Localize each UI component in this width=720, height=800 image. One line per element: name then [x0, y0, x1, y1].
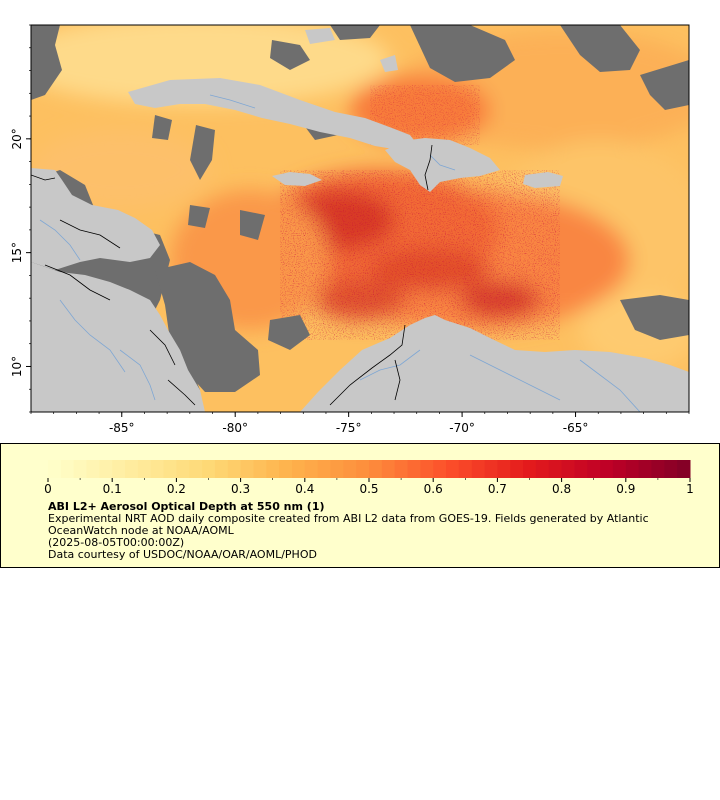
colorbar-swatch — [574, 460, 588, 478]
country-borders — [31, 144, 433, 406]
colorbar-swatch — [407, 460, 421, 478]
colorbar-swatch — [356, 460, 370, 478]
y-tick-label: 15° — [10, 242, 24, 263]
colorbar-swatch — [330, 460, 344, 478]
colorbar-swatch — [86, 460, 100, 478]
colorbar-swatch — [523, 460, 537, 478]
colorbar-swatch — [150, 460, 165, 478]
y-axis: 20° 15° 10° — [10, 24, 31, 413]
colorbar-swatch — [458, 460, 473, 478]
colorbar-swatch — [317, 460, 331, 478]
aod-map: -85° -80° -75° -70° -65° 20° 15° 10° — [10, 24, 690, 435]
x-tick-label: -75° — [336, 421, 362, 435]
colorbar-swatch — [253, 460, 267, 478]
legend-date: (2025-08-05T00:00:00Z) — [48, 536, 185, 549]
legend-text: ABI L2+ Aerosol Optical Depth at 550 nm … — [48, 501, 698, 561]
x-axis: -85° -80° -75° -70° -65° — [30, 412, 690, 435]
colorbar-swatch — [381, 460, 396, 478]
legend-description: Experimental NRT AOD daily composite cre… — [48, 512, 649, 537]
colorbar-swatch — [202, 460, 216, 478]
colorbar-swatch — [561, 460, 575, 478]
x-tick-label: -85° — [109, 421, 135, 435]
colorbar-tick-label: 0 — [44, 482, 52, 496]
legend-title: ABI L2+ Aerosol Optical Depth at 550 nm … — [48, 500, 325, 513]
rivers — [39, 94, 641, 412]
y-tick-label: 20° — [10, 128, 24, 149]
colorbar-swatch — [612, 460, 627, 478]
colorbar-tick-label: 0.9 — [616, 482, 635, 496]
colorbar-swatch — [60, 460, 75, 478]
colorbar-swatch — [600, 460, 614, 478]
colorbar-swatch — [189, 460, 203, 478]
land-masses — [31, 28, 689, 412]
colorbar-swatch — [137, 460, 152, 478]
colorbar-swatch — [112, 460, 126, 478]
legend-credit: Data courtesy of USDOC/NOAA/OAR/AOML/PHO… — [48, 548, 317, 561]
colorbar-swatch — [446, 460, 460, 478]
colorbar-swatch — [587, 460, 601, 478]
colorbar-swatch — [163, 460, 177, 478]
colorbar-swatch — [125, 460, 139, 478]
colorbar-tick-label: 0.4 — [295, 482, 314, 496]
x-tick-label: -80° — [222, 421, 248, 435]
colorbar-swatch — [394, 460, 409, 478]
colorbar-swatch — [240, 460, 254, 478]
colorbar-swatch — [369, 460, 383, 478]
colorbar-swatch — [510, 460, 524, 478]
colorbar-tick-label: 0.2 — [167, 482, 186, 496]
y-tick-label: 10° — [10, 356, 24, 377]
colorbar-swatch — [651, 460, 665, 478]
colorbar-swatch — [677, 460, 691, 478]
colorbar-swatches — [48, 460, 691, 478]
colorbar-tick-label: 0.7 — [488, 482, 507, 496]
colorbar-swatch — [227, 460, 242, 478]
colorbar-tick-label: 0.1 — [103, 482, 122, 496]
colorbar-swatch — [73, 460, 88, 478]
colorbar-swatch — [548, 460, 563, 478]
colorbar-tick-label: 1 — [686, 482, 694, 496]
colorbar-tick-label: 0.8 — [552, 482, 571, 496]
colorbar: 0 0.1 0.2 0.3 0.4 0.5 0.6 0.7 0.8 0.9 1 — [44, 460, 694, 496]
colorbar-swatch — [497, 460, 511, 478]
colorbar-swatch — [638, 460, 652, 478]
colorbar-swatch — [48, 460, 62, 478]
colorbar-swatch — [266, 460, 280, 478]
colorbar-swatch — [343, 460, 357, 478]
colorbar-swatch — [279, 460, 293, 478]
colorbar-swatch — [625, 460, 640, 478]
colorbar-swatch — [535, 460, 550, 478]
colorbar-swatch — [291, 460, 306, 478]
colorbar-swatch — [214, 460, 229, 478]
colorbar-swatch — [99, 460, 113, 478]
colorbar-tick-label: 0.6 — [424, 482, 443, 496]
colorbar-swatch — [664, 460, 678, 478]
map-frame — [30, 24, 690, 413]
colorbar-swatch — [471, 460, 486, 478]
aod-speckle — [280, 85, 560, 340]
colorbar-tick-label: 0.3 — [231, 482, 250, 496]
map-panel: -85° -80° -75° -70° -65° 20° 15° 10° — [10, 24, 690, 435]
colorbar-swatch — [420, 460, 434, 478]
x-tick-label: -65° — [563, 421, 589, 435]
colorbar-swatch — [304, 460, 319, 478]
x-tick-label: -70° — [449, 421, 475, 435]
colorbar-swatch — [176, 460, 190, 478]
colorbar-tick-label: 0.5 — [359, 482, 378, 496]
colorbar-ticks: 0 0.1 0.2 0.3 0.4 0.5 0.6 0.7 0.8 0.9 1 — [44, 478, 694, 496]
colorbar-swatch — [433, 460, 447, 478]
colorbar-swatch — [484, 460, 498, 478]
legend-panel: 0 0.1 0.2 0.3 0.4 0.5 0.6 0.7 0.8 0.9 1 ABI L2+ Ae… — [0, 443, 720, 568]
